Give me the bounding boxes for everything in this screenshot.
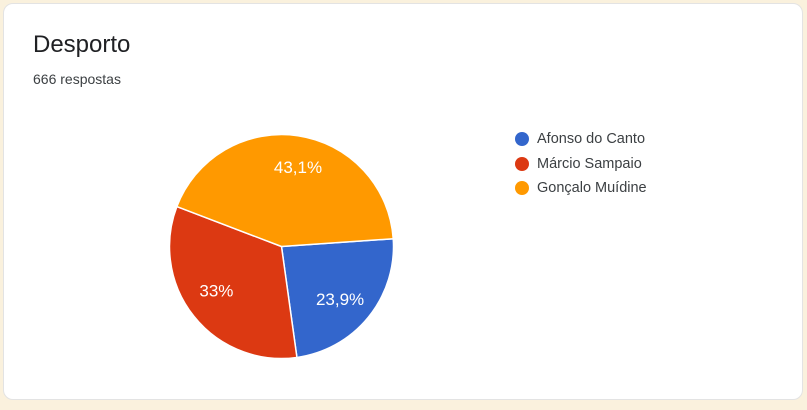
svg-text:43,1%: 43,1% bbox=[274, 158, 322, 177]
svg-text:33%: 33% bbox=[199, 282, 233, 301]
svg-text:23,9%: 23,9% bbox=[316, 290, 364, 309]
